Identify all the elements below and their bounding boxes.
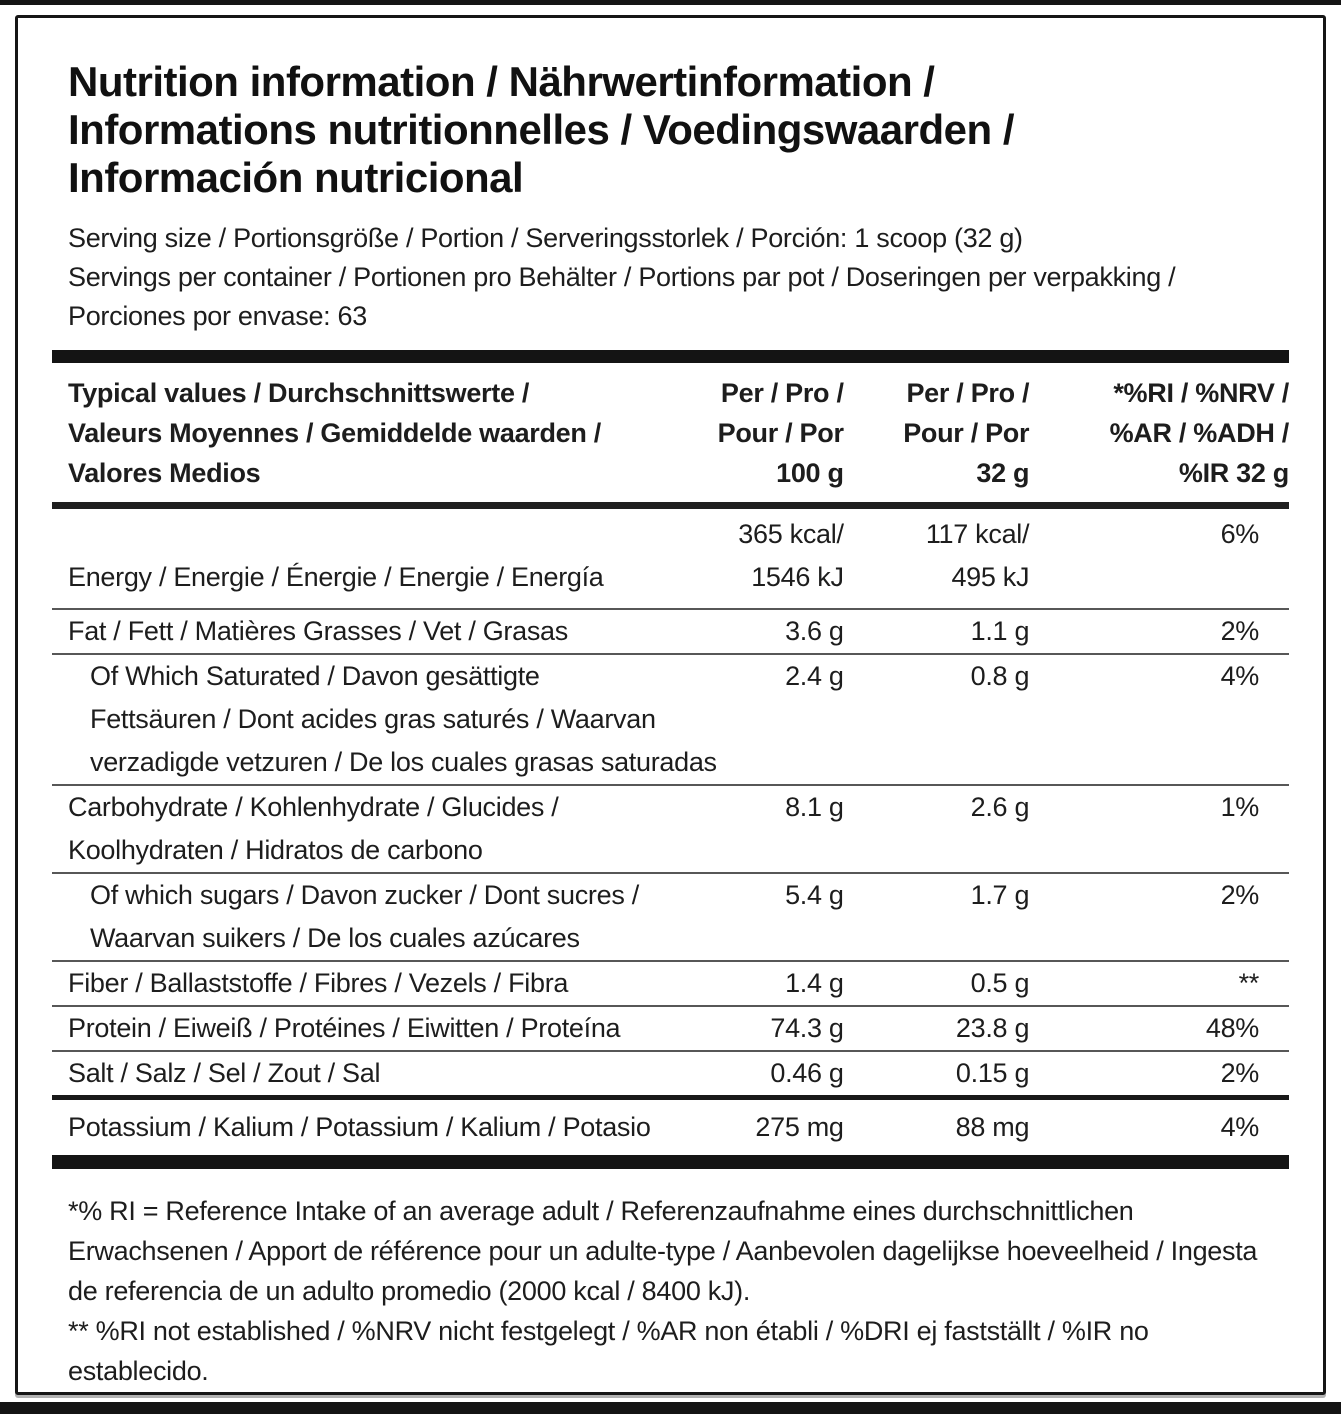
header-typical-values-line-3: Valores Medios <box>68 458 261 488</box>
carbohydrate-ri: 1% <box>1029 784 1289 873</box>
potassium-label: Potassium / Kalium / Potassium / Kalium … <box>52 1095 651 1155</box>
carbohydrate-per100: 8.1 g <box>645 784 844 873</box>
fat-ri: 2% <box>1029 608 1289 654</box>
table-row-salt: Salt / Salz / Sel / Zout / Sal 0.46 g 0.… <box>52 1050 1289 1098</box>
header-per-100g: Per / Pro / Pour / Por 100 g <box>645 363 844 509</box>
saturated-per100: 2.4 g <box>645 653 844 785</box>
carbohydrate-label: Carbohydrate / Kohlenhydrate / Glucides … <box>52 784 646 873</box>
fiber-per100: 1.4 g <box>645 960 844 1006</box>
table-row-carbohydrate: Carbohydrate / Kohlenhydrate / Glucides … <box>52 784 1289 873</box>
energy-per32-kcal: 117 kcal/ <box>925 519 1030 549</box>
potassium-per100: 275 mg <box>645 1095 844 1155</box>
sugars-per32: 1.7 g <box>843 872 1030 961</box>
table-row-energy-kj: Energy / Energie / Énergie / Energie / E… <box>52 556 1289 609</box>
energy-per32-kj: 495 kJ <box>951 562 1030 592</box>
header-per-100g-line-3: 100 g <box>776 458 844 488</box>
sugars-ri: 2% <box>1029 872 1289 961</box>
label-title: Nutrition information / Nährwertinformat… <box>68 58 1289 202</box>
energy-per100-kcal: 365 kcal/ <box>738 519 844 549</box>
label-title-line-2: Informations nutritionnelles / Voedingsw… <box>68 106 1015 153</box>
table-row-potassium: Potassium / Kalium / Potassium / Kalium … <box>52 1095 1289 1155</box>
header-typical-values: Typical values / Durchschnittswerte / Va… <box>52 363 646 509</box>
salt-per32: 0.15 g <box>843 1050 1030 1098</box>
label-title-line-3: Información nutricional <box>68 154 524 201</box>
fat-per32: 1.1 g <box>843 608 1030 654</box>
carbohydrate-per32: 2.6 g <box>843 784 1030 873</box>
table-row-fat: Fat / Fett / Matières Grasses / Vet / Gr… <box>52 608 1289 654</box>
nutrition-table: Typical values / Durchschnittswerte / Va… <box>52 363 1289 1155</box>
bottom-divider-bar <box>0 1402 1341 1414</box>
label-title-line-1: Nutrition information / Nährwertinformat… <box>68 58 935 105</box>
protein-per32: 23.8 g <box>843 1005 1030 1051</box>
energy-ri: 6% <box>1220 519 1260 549</box>
salt-ri: 2% <box>1029 1050 1289 1098</box>
header-per-100g-line-2: Pour / Por <box>717 418 844 448</box>
top-divider-bar <box>0 0 1341 5</box>
saturated-per32: 0.8 g <box>843 653 1030 785</box>
table-bottom-divider-bar <box>52 1155 1289 1169</box>
serving-info: Serving size / Portionsgröße / Portion /… <box>68 219 1289 336</box>
footnotes: *% RI = Reference Intake of an average a… <box>68 1191 1289 1391</box>
nutrition-table-header: Typical values / Durchschnittswerte / Va… <box>52 363 1290 509</box>
header-reference-intake-line-1: *%RI / %NRV / <box>1113 378 1289 408</box>
table-row-fiber: Fiber / Ballaststoffe / Fibres / Vezels … <box>52 960 1289 1006</box>
energy-label-spacer <box>52 506 646 557</box>
header-reference-intake: *%RI / %NRV / %AR / %ADH / %IR 32 g <box>1029 363 1290 509</box>
fat-label: Fat / Fett / Matières Grasses / Vet / Gr… <box>52 608 646 654</box>
fiber-label: Fiber / Ballaststoffe / Fibres / Vezels … <box>52 960 646 1006</box>
potassium-per32: 88 mg <box>843 1095 1030 1155</box>
saturated-label: Of Which Saturated / Davon gesättigte Fe… <box>52 653 717 785</box>
table-row-protein: Protein / Eiweiß / Protéines / Eiwitten … <box>52 1005 1289 1051</box>
header-per-100g-line-1: Per / Pro / <box>720 378 844 408</box>
salt-label: Salt / Salz / Sel / Zout / Sal <box>52 1050 646 1098</box>
sugars-label: Of which sugars / Davon zucker / Dont su… <box>52 872 646 961</box>
servings-per-container-text: Servings per container / Portionen pro B… <box>68 262 1176 331</box>
energy-label: Energy / Energie / Énergie / Energie / E… <box>68 562 604 592</box>
header-typical-values-line-1: Typical values / Durchschnittswerte / <box>68 378 530 408</box>
nutrition-label-panel: Nutrition information / Nährwertinformat… <box>15 15 1326 1395</box>
protein-label: Protein / Eiweiß / Protéines / Eiwitten … <box>52 1005 646 1051</box>
header-per-32g: Per / Pro / Pour / Por 32 g <box>843 363 1030 509</box>
table-row-energy-kcal: 365 kcal/ 117 kcal/ 6% <box>52 506 1289 557</box>
salt-per100: 0.46 g <box>645 1050 844 1098</box>
fat-per100: 3.6 g <box>645 608 844 654</box>
table-row-saturated-fat: Of Which Saturated / Davon gesättigte Fe… <box>52 653 1289 785</box>
saturated-ri: 4% <box>1029 653 1289 785</box>
energy-per100-kj: 1546 kJ <box>751 562 844 592</box>
footnote-reference-intake: *% RI = Reference Intake of an average a… <box>68 1196 1258 1306</box>
footnote-not-established: ** %RI not established / %NRV nicht fest… <box>68 1316 1149 1386</box>
protein-per100: 74.3 g <box>645 1005 844 1051</box>
header-reference-intake-line-3: %IR 32 g <box>1178 458 1289 488</box>
header-per-32g-line-3: 32 g <box>976 458 1030 488</box>
serving-size-text: Serving size / Portionsgröße / Portion /… <box>68 223 1023 253</box>
header-reference-intake-line-2: %AR / %ADH / <box>1109 418 1290 448</box>
sugars-per100: 5.4 g <box>645 872 844 961</box>
protein-ri: 48% <box>1029 1005 1289 1051</box>
energy-ri-spacer <box>1029 556 1289 609</box>
potassium-ri: 4% <box>1029 1095 1289 1155</box>
fiber-ri: ** <box>1029 960 1289 1006</box>
fiber-per32: 0.5 g <box>843 960 1030 1006</box>
table-row-sugars: Of which sugars / Davon zucker / Dont su… <box>52 872 1289 961</box>
header-typical-values-line-2: Valeurs Moyennes / Gemiddelde waarden / <box>68 418 601 448</box>
header-row: Typical values / Durchschnittswerte / Va… <box>52 363 1290 509</box>
header-per-32g-line-2: Pour / Por <box>903 418 1030 448</box>
table-top-divider-bar <box>52 350 1289 363</box>
header-per-32g-line-1: Per / Pro / <box>906 378 1030 408</box>
